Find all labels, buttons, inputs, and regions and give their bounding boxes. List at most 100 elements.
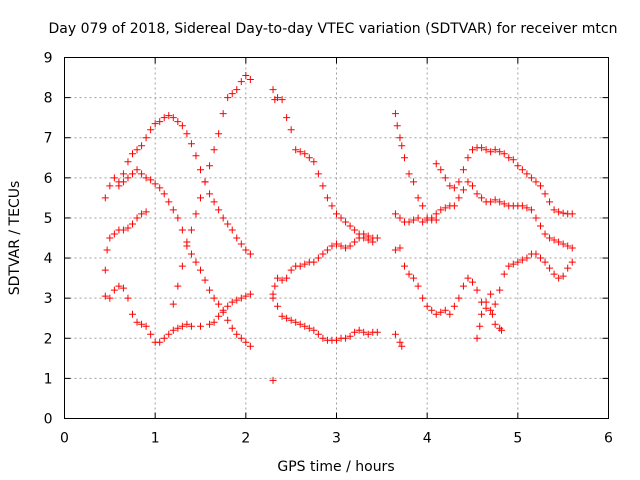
data-point <box>215 300 223 308</box>
data-point <box>391 210 399 218</box>
data-point <box>224 94 232 102</box>
data-point <box>314 254 322 262</box>
data-point <box>224 220 232 228</box>
data-point <box>138 320 146 328</box>
data-point <box>110 174 118 182</box>
data-point <box>101 292 109 300</box>
data-point <box>410 216 418 224</box>
data-point <box>269 86 277 94</box>
data-point <box>487 148 495 156</box>
data-point <box>314 330 322 338</box>
data-point <box>568 244 576 252</box>
data-point <box>532 214 540 222</box>
data-point <box>337 214 345 222</box>
data-point <box>559 209 567 217</box>
data-point <box>319 250 327 258</box>
data-point <box>555 274 563 282</box>
data-point <box>106 294 114 302</box>
data-point <box>568 258 576 266</box>
data-point <box>487 198 495 206</box>
data-point <box>129 150 136 158</box>
data-point <box>124 174 132 182</box>
y-tick-label: 0 <box>44 412 53 428</box>
data-point <box>174 282 182 290</box>
data-point <box>215 206 223 214</box>
data-point <box>183 320 191 328</box>
data-point <box>274 302 282 310</box>
data-point <box>450 302 458 310</box>
data-point <box>491 320 499 328</box>
data-point <box>564 242 572 250</box>
data-point <box>328 242 336 250</box>
data-point <box>437 166 445 174</box>
data-point <box>310 258 318 266</box>
series-track-l <box>432 144 576 218</box>
data-point <box>160 190 168 198</box>
data-point <box>464 178 472 186</box>
data-point <box>351 328 359 336</box>
data-point <box>360 230 368 238</box>
y-tick-label: 4 <box>44 251 53 267</box>
data-point <box>206 190 214 198</box>
y-tick-label: 7 <box>44 131 53 147</box>
data-point <box>165 112 173 120</box>
data-point <box>283 314 291 322</box>
data-point <box>401 154 408 162</box>
data-point <box>546 264 554 272</box>
data-point <box>278 276 286 284</box>
data-point <box>509 156 517 164</box>
data-point <box>546 234 554 242</box>
data-point <box>129 220 136 228</box>
data-point <box>178 122 186 130</box>
data-point <box>197 322 204 330</box>
data-point <box>242 246 250 254</box>
data-point <box>201 178 209 186</box>
data-point <box>398 142 406 150</box>
data-point <box>527 174 535 182</box>
data-point <box>224 316 232 324</box>
data-point <box>215 130 223 138</box>
series-track-h <box>269 294 381 344</box>
data-point <box>174 324 182 332</box>
data-point <box>165 330 173 338</box>
data-point <box>351 226 359 234</box>
data-point <box>228 90 236 98</box>
data-point <box>124 224 132 232</box>
data-point <box>115 182 123 190</box>
data-point <box>546 198 554 206</box>
data-point <box>233 234 241 242</box>
chart-title: Day 079 of 2018, Sidereal Day-to-day VTE… <box>49 21 618 37</box>
data-point <box>296 148 304 156</box>
data-point <box>537 254 544 262</box>
series-track-c <box>101 282 254 346</box>
data-point <box>210 146 218 154</box>
y-tick-label: 9 <box>44 51 53 67</box>
data-point <box>319 182 327 190</box>
data-point <box>532 250 540 258</box>
data-point <box>160 114 168 122</box>
series-track-i <box>391 110 440 224</box>
data-point <box>373 234 381 242</box>
data-point <box>478 310 486 318</box>
data-point <box>210 198 218 206</box>
x-axis-label: GPS time / hours <box>277 459 394 475</box>
data-point <box>224 302 232 310</box>
data-point <box>103 246 111 254</box>
data-point <box>296 262 304 270</box>
data-point <box>532 178 540 186</box>
data-point <box>119 170 127 178</box>
data-point <box>323 246 331 254</box>
data-point <box>541 190 549 198</box>
data-point <box>333 210 340 218</box>
data-point <box>151 120 159 128</box>
data-point <box>491 300 499 308</box>
data-point <box>187 140 195 148</box>
data-point <box>419 218 427 226</box>
data-point <box>233 296 241 304</box>
x-tick-label: 3 <box>332 431 341 447</box>
data-point <box>514 162 522 170</box>
data-point <box>505 262 513 270</box>
x-tick-label: 6 <box>604 431 613 447</box>
data-point <box>237 240 245 248</box>
y-tick-label: 1 <box>44 371 53 387</box>
